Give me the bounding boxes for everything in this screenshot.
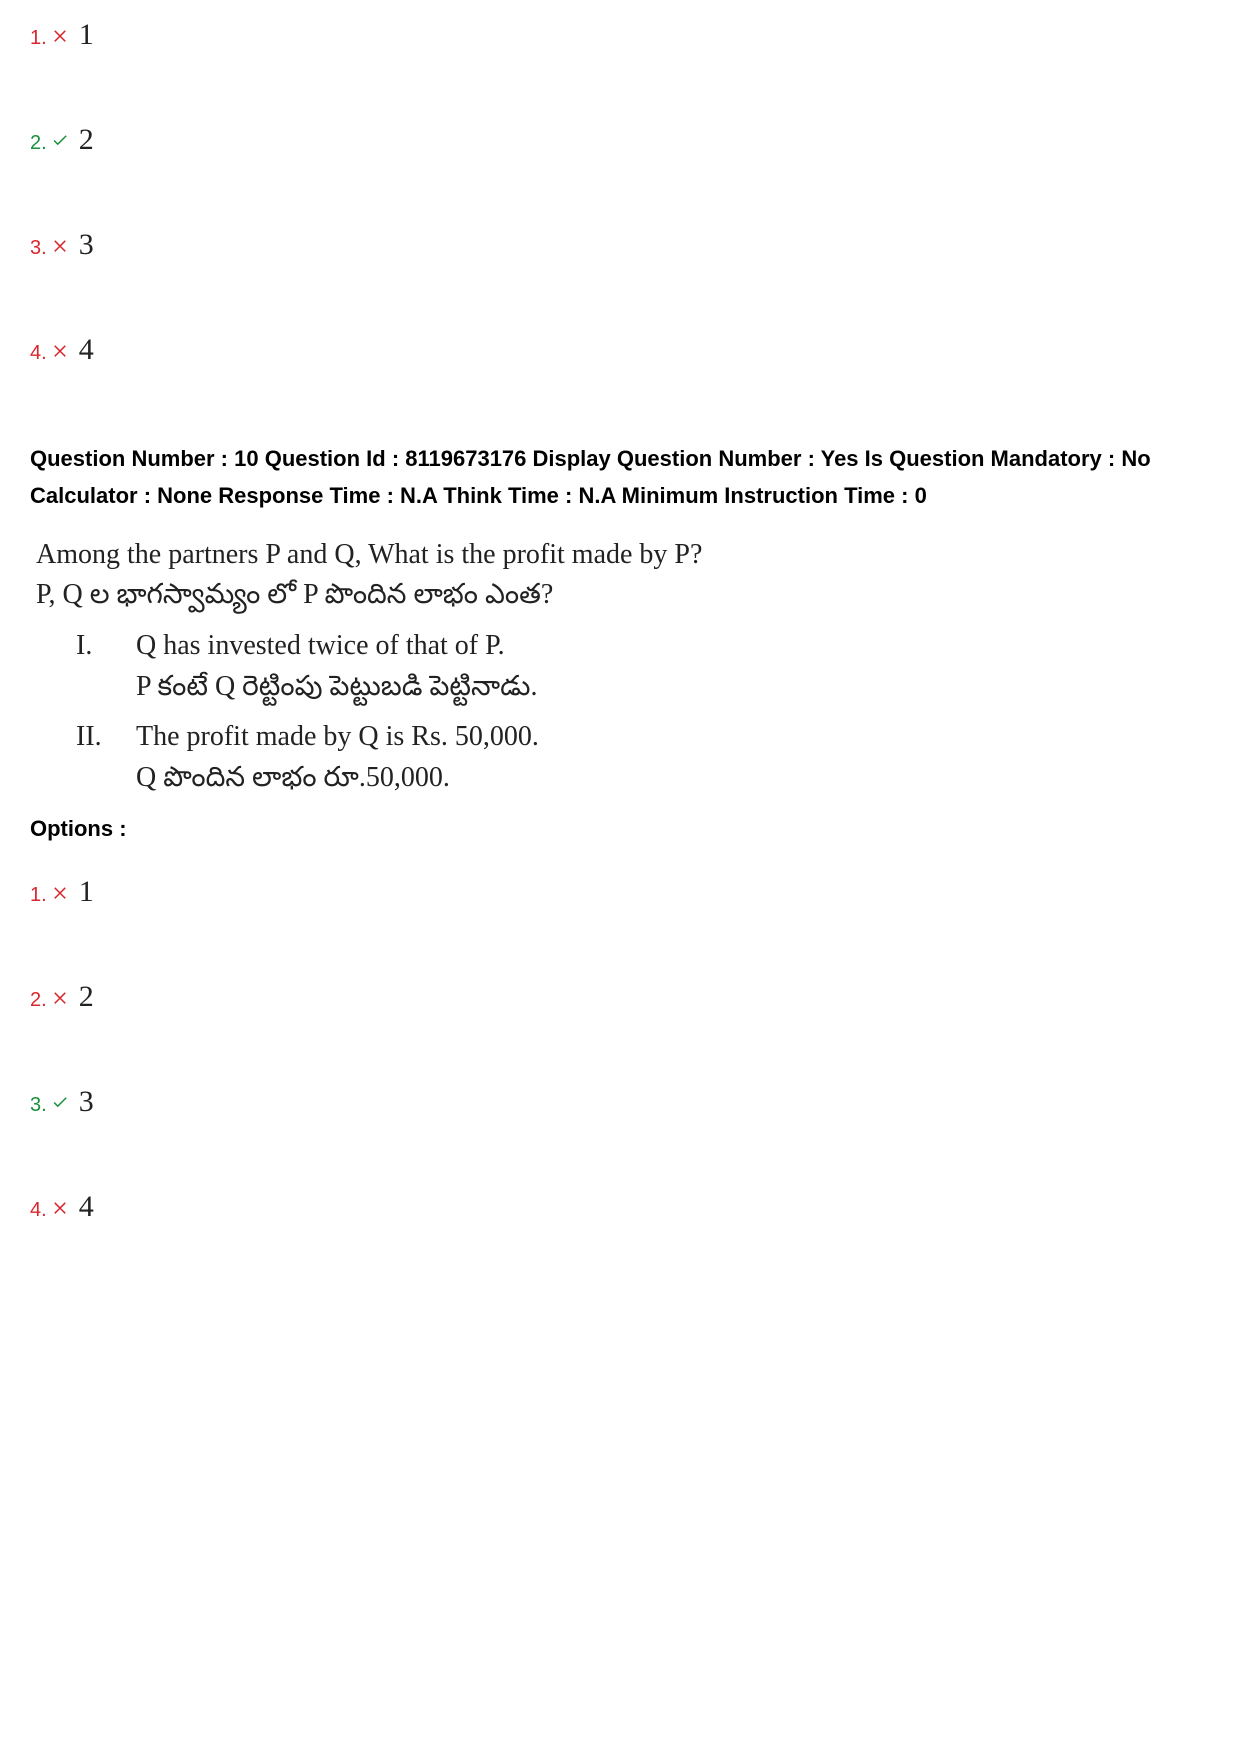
option-value: 3	[79, 1087, 94, 1117]
cross-icon	[51, 236, 69, 254]
option-number: 1.	[30, 877, 47, 905]
statement-label: I.	[36, 626, 136, 707]
option-number: 4.	[30, 1192, 47, 1220]
page-root: 1. 1 2. 2 3. 3 4. 4 Question Number : 10…	[0, 0, 1240, 1357]
statement-label: II.	[36, 717, 136, 798]
check-icon	[51, 131, 69, 149]
options-block: 1. 1 2. 2 3. 3 4. 4	[30, 877, 1210, 1222]
option-row: 1. 1	[30, 877, 1210, 907]
statement-text: The profit made by Q is Rs. 50,000. Q పొ…	[136, 717, 1210, 798]
statement-te: Q పొందిన లాభం రూ.50,000.	[136, 758, 1210, 799]
option-row: 2. 2	[30, 982, 1210, 1012]
cross-icon	[51, 1198, 69, 1216]
option-value: 1	[79, 877, 94, 907]
option-value: 4	[79, 335, 94, 365]
statement-row: I. Q has invested twice of that of P. P …	[36, 626, 1210, 707]
statement-text: Q has invested twice of that of P. P కంట…	[136, 626, 1210, 707]
statement-te: P కంటే Q రెట్టింపు పెట్టుబడి పెట్టినాడు.	[136, 667, 1210, 708]
question-body: Among the partners P and Q, What is the …	[30, 535, 1210, 799]
option-number: 2.	[30, 125, 47, 153]
question-line-te: P, Q ల భాగస్వామ్యం లో P పొందిన లాభం ఎంత?	[36, 575, 1210, 616]
option-row: 2. 2	[30, 125, 1210, 155]
question-line-en: Among the partners P and Q, What is the …	[36, 535, 1210, 576]
statement-en: The profit made by Q is Rs. 50,000.	[136, 717, 1210, 758]
option-number: 3.	[30, 1087, 47, 1115]
option-value: 2	[79, 982, 94, 1012]
statement-row: II. The profit made by Q is Rs. 50,000. …	[36, 717, 1210, 798]
cross-icon	[51, 883, 69, 901]
options-heading: Options :	[30, 816, 1210, 842]
option-number: 1.	[30, 20, 47, 48]
prev-options-block: 1. 1 2. 2 3. 3 4. 4	[30, 20, 1210, 365]
option-value: 2	[79, 125, 94, 155]
option-row: 4. 4	[30, 335, 1210, 365]
option-row: 3. 3	[30, 1087, 1210, 1117]
option-row: 4. 4	[30, 1192, 1210, 1222]
check-icon	[51, 1093, 69, 1111]
statement-en: Q has invested twice of that of P.	[136, 626, 1210, 667]
option-row: 1. 1	[30, 20, 1210, 50]
question-metadata: Question Number : 10 Question Id : 81196…	[30, 440, 1210, 515]
cross-icon	[51, 26, 69, 44]
option-number: 3.	[30, 230, 47, 258]
cross-icon	[51, 988, 69, 1006]
option-value: 3	[79, 230, 94, 260]
cross-icon	[51, 341, 69, 359]
option-number: 4.	[30, 335, 47, 363]
option-value: 1	[79, 20, 94, 50]
option-row: 3. 3	[30, 230, 1210, 260]
option-value: 4	[79, 1192, 94, 1222]
option-number: 2.	[30, 982, 47, 1010]
